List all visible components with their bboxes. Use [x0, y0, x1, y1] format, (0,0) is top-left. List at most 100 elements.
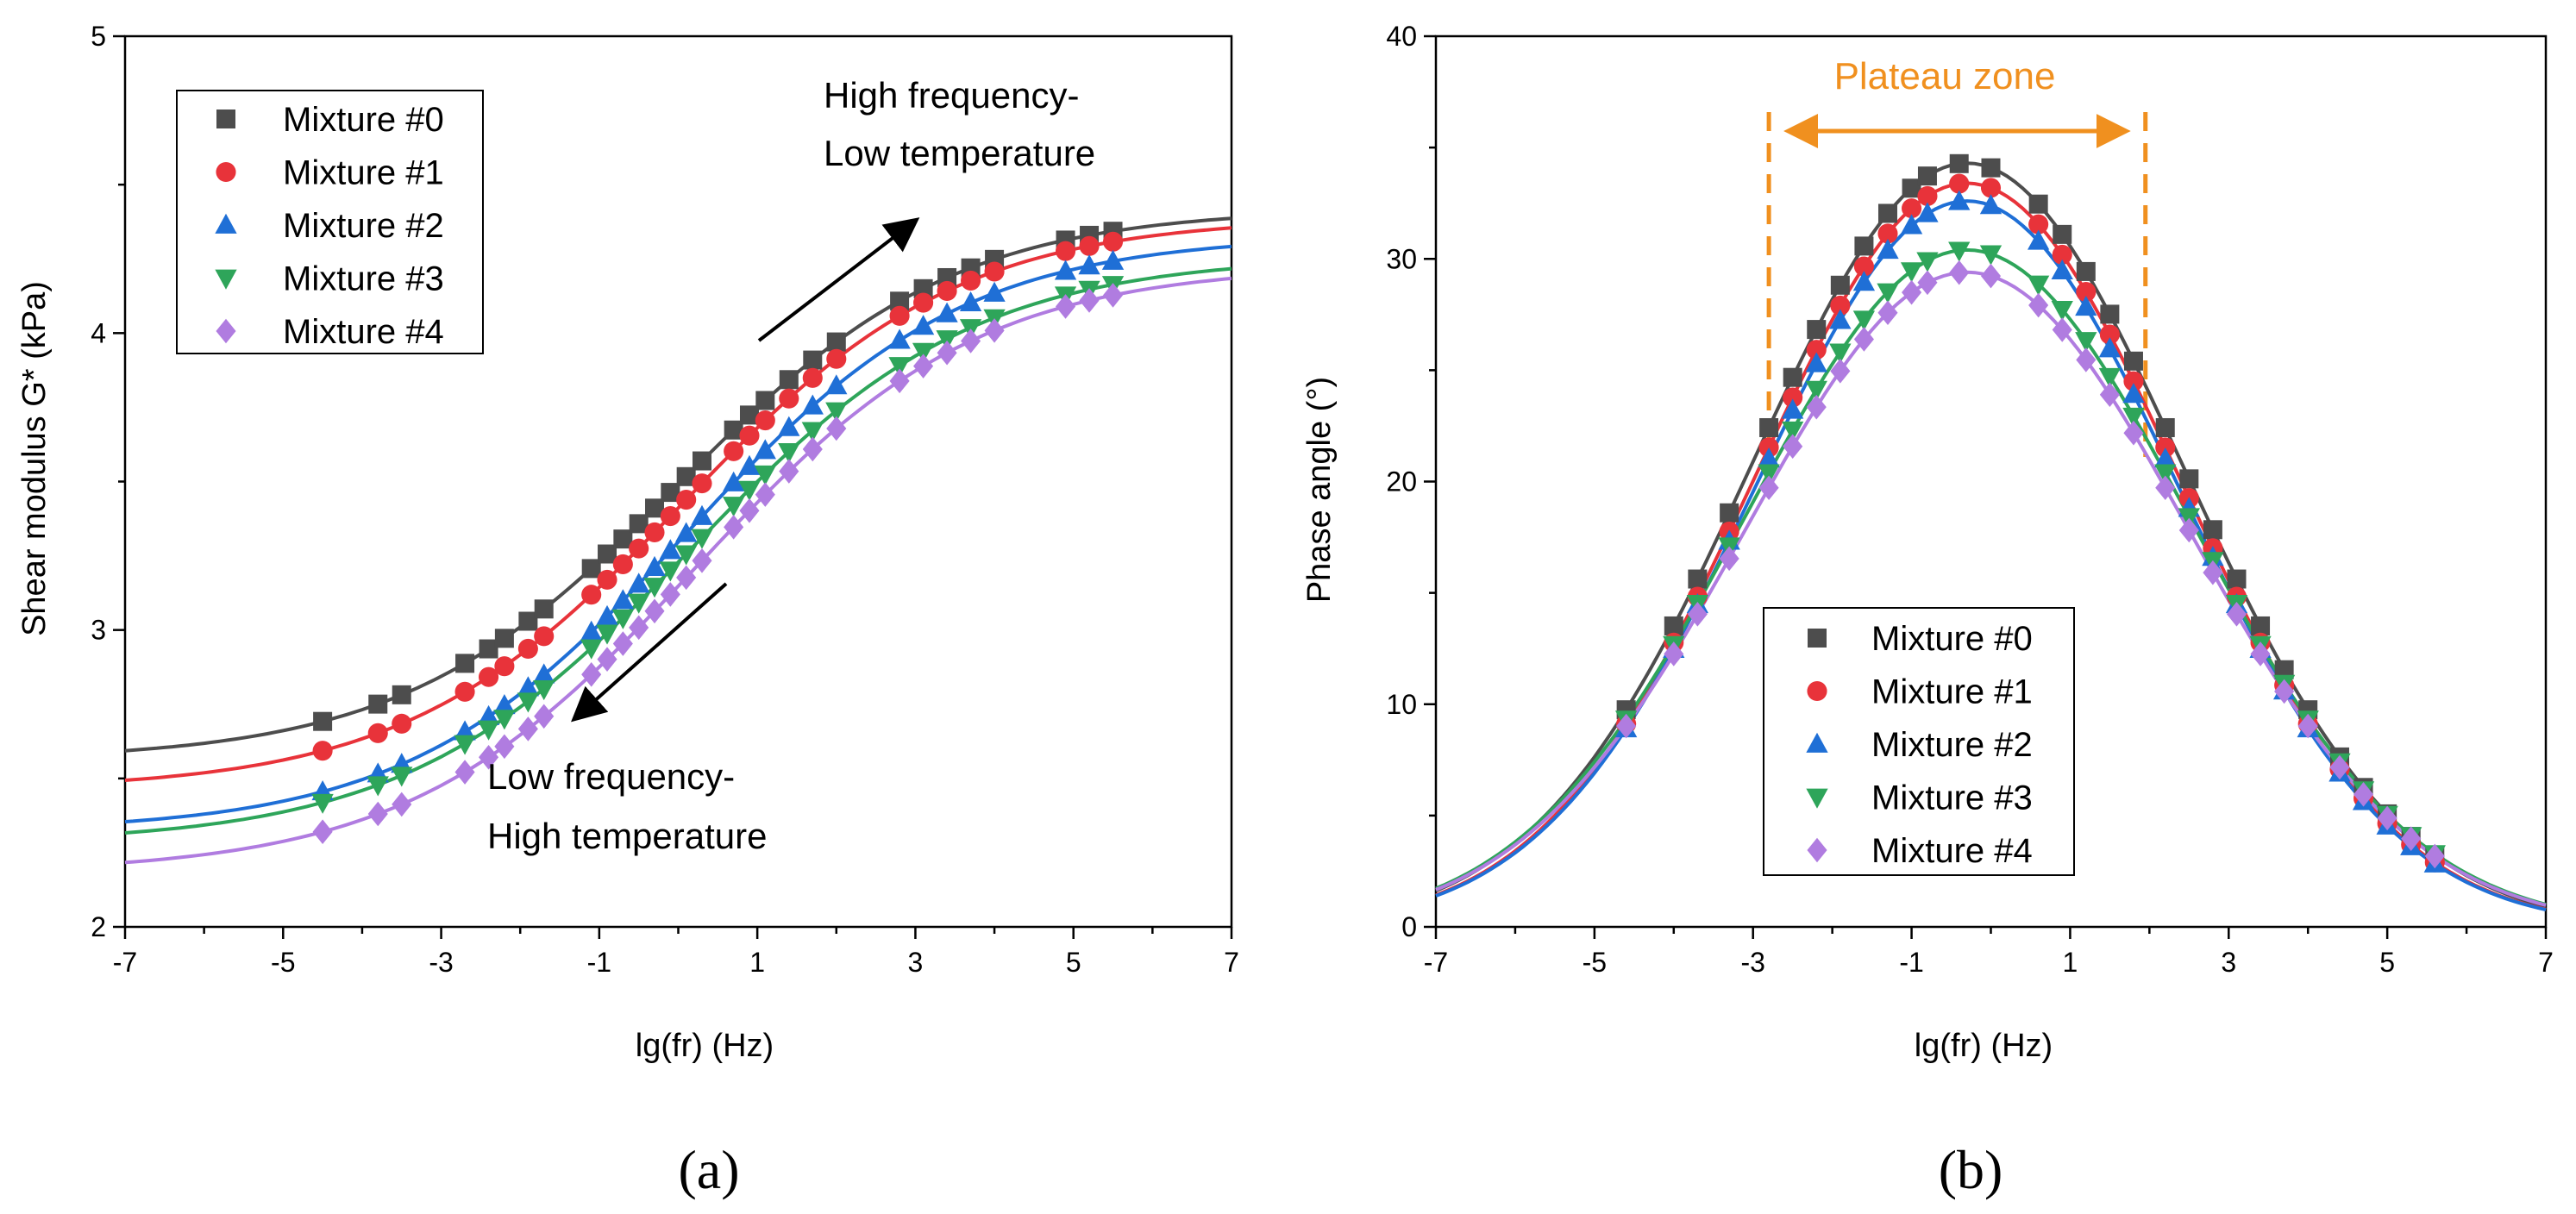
- panel-b-data-point: [1949, 173, 1970, 194]
- panel-a-data-point: [692, 473, 712, 494]
- panel-a-data-point: [391, 767, 413, 787]
- panel-a-y-tick-label: 2: [91, 911, 106, 942]
- panel-a-data-point: [739, 425, 760, 446]
- panel-b-data-point: [1854, 236, 1874, 256]
- panel-a-data-point: [597, 569, 617, 590]
- panel-b-data-point: [1853, 256, 1874, 277]
- panel-a-data-point: [802, 367, 823, 388]
- panel-b-data-point: [1979, 245, 2003, 266]
- panel-b-x-tick-label: -5: [1583, 947, 1607, 978]
- panel-a-data-point: [611, 609, 634, 629]
- panel-a-data-points: [311, 222, 1125, 845]
- panel-a-data-point: [629, 615, 649, 641]
- panel-a-data-point: [517, 638, 538, 659]
- panel-a-data-point: [580, 639, 603, 660]
- panel-a-data-point: [628, 573, 650, 593]
- panel-b-data-point: [1916, 202, 1939, 222]
- panel-b-data-point: [2052, 317, 2072, 342]
- panel-b-data-point: [2028, 194, 2048, 214]
- panel-b-data-point: [2076, 261, 2096, 281]
- panel-b-data-point: [1720, 503, 1739, 523]
- panel-b-data-point: [2154, 464, 2177, 485]
- panel-a-y-tick-label: 4: [91, 317, 106, 348]
- panel-b-data-point: [1949, 260, 1970, 285]
- annotation-high-line1: High frequency-: [824, 75, 1079, 116]
- panel-b-data-point: [2099, 382, 2120, 408]
- panel-a-y-tick-label: 3: [91, 615, 106, 646]
- panel-a-data-point: [312, 741, 333, 761]
- panel-a-data-point: [660, 506, 680, 527]
- panel-b-data-point: [1782, 398, 1804, 419]
- panel-a-data-point: [801, 422, 824, 442]
- panel-a-data-point: [1079, 288, 1100, 313]
- panel-a-annotation-low: Low frequency- High temperature: [487, 582, 768, 856]
- panel-a-data-point: [738, 480, 761, 501]
- panel-a-data-point: [913, 278, 933, 298]
- panel-a-data-point: [367, 776, 389, 797]
- panel-a-x-axis-title: lg(fr) (Hz): [636, 1028, 774, 1064]
- panel-b-x-tick-label: -7: [1424, 947, 1448, 978]
- panel-a-data-point: [479, 639, 498, 659]
- panel-b-data-point: [2052, 244, 2072, 265]
- panel-a-x-tick-label: -1: [587, 947, 611, 978]
- panel-b-x-axis-title: lg(fr) (Hz): [1915, 1028, 2053, 1064]
- panel-a-data-point: [959, 291, 982, 312]
- panel-a-data-point: [890, 291, 910, 311]
- panel-a-data-point: [477, 720, 500, 741]
- panel-b-data-point: [1805, 352, 1827, 372]
- panel-a-data-point: [779, 370, 799, 390]
- panel-a-data-point: [691, 529, 713, 549]
- panel-a-data-point: [581, 559, 601, 579]
- panel-a-data-point: [518, 611, 538, 631]
- panel-b-data-point: [1949, 153, 1969, 173]
- panel-a-data-point: [581, 585, 602, 605]
- panel-b-data-point: [1916, 252, 1939, 272]
- panel-b-data-point: [1807, 320, 1827, 340]
- panel-a-data-point: [580, 620, 603, 641]
- panel-a-data-point: [629, 514, 649, 534]
- panel-a-data-point: [454, 735, 476, 755]
- panel-a-legend-label: Mixture #0: [283, 101, 444, 139]
- panel-a-data-point: [494, 656, 515, 677]
- panel-b-data-point: [1664, 641, 1684, 666]
- panel-a-data-point: [598, 544, 617, 564]
- panel-a-data-point: [778, 416, 800, 436]
- panel-b-data-point: [1719, 546, 1739, 572]
- panel-b-data-point: [2053, 224, 2072, 244]
- panel-a-data-point: [1078, 254, 1100, 275]
- panel-b-data-point: [2226, 601, 2247, 627]
- panel-a-data-point: [936, 302, 958, 322]
- panel-b-data-point: [1948, 241, 1971, 262]
- panel-b-data-point: [2297, 713, 2318, 739]
- panel-b-data-point: [2028, 292, 2049, 318]
- panel-b-data-point: [2076, 347, 2097, 372]
- panel-b-data-point: [1783, 367, 1802, 387]
- panel-b-legend-marker: [1806, 732, 1828, 753]
- panel-b-data-point: [1981, 158, 2001, 178]
- panel-a-data-point: [1102, 231, 1124, 252]
- panel-b-data-point: [1664, 616, 1683, 635]
- panel-a-axes: -7 -5 -3 -1 1 3 5 7 2 3 4 5: [91, 21, 1239, 978]
- panel-b-legend-marker: [1808, 629, 1827, 648]
- panel-b-axes: -7 -5 -3 -1 1 3 5 7 0 10 20 30 40: [1386, 21, 2553, 978]
- panel-b-plateau-marker: [1766, 112, 2148, 457]
- panel-a-data-point: [803, 350, 823, 370]
- panel-b-data-point: [2353, 782, 2374, 807]
- panel-b-legend-label: Mixture #4: [1871, 832, 2033, 870]
- panel-a-data-point: [983, 281, 1006, 302]
- panel-b-data-point: [1979, 194, 2003, 215]
- panel-b-data-point: [1782, 421, 1804, 441]
- panel-a-data-point: [628, 593, 650, 614]
- panel-a-data-point: [533, 680, 555, 701]
- panel-a-data-point: [913, 354, 934, 379]
- panel-b-data-point: [1830, 275, 1850, 295]
- panel-a-data-point: [392, 792, 412, 817]
- panel-b-data-point: [1616, 713, 1637, 739]
- panel-a-y-tick-label: 5: [91, 21, 106, 52]
- panel-a-data-point: [479, 666, 499, 687]
- panel-a-chart: -7 -5 -3 -1 1 3 5 7 2 3 4 5 lg(fr) (Hz) Shear modul…: [16, 21, 1239, 1200]
- panel-b-x-tick-label: 5: [2379, 947, 2395, 978]
- panel-a-data-point: [889, 368, 910, 394]
- panel-a-data-point: [596, 604, 618, 625]
- panel-a-x-tick-label: -3: [429, 947, 453, 978]
